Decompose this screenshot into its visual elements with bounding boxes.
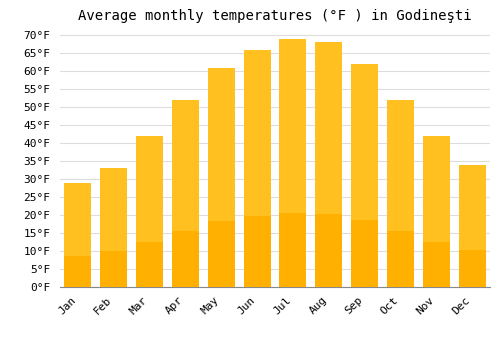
Bar — [280, 212, 306, 287]
Bar — [172, 231, 199, 287]
Bar — [208, 68, 234, 287]
Bar — [351, 64, 378, 287]
Bar — [423, 136, 450, 287]
Title: Average monthly temperatures (°F ) in Godineşti: Average monthly temperatures (°F ) in Go… — [78, 9, 472, 23]
Bar — [351, 220, 378, 287]
Bar — [458, 250, 485, 287]
Bar — [316, 42, 342, 287]
Bar — [316, 214, 342, 287]
Bar — [208, 221, 234, 287]
Bar — [423, 241, 450, 287]
Bar — [387, 100, 414, 287]
Bar — [64, 183, 92, 287]
Bar — [100, 251, 127, 287]
Bar — [136, 136, 163, 287]
Bar — [280, 39, 306, 287]
Bar — [244, 216, 270, 287]
Bar — [172, 100, 199, 287]
Bar — [136, 241, 163, 287]
Bar — [64, 256, 92, 287]
Bar — [458, 165, 485, 287]
Bar — [244, 50, 270, 287]
Bar — [387, 231, 414, 287]
Bar — [100, 168, 127, 287]
